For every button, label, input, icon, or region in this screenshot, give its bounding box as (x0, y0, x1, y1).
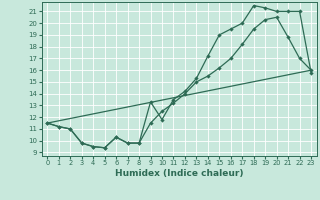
X-axis label: Humidex (Indice chaleur): Humidex (Indice chaleur) (115, 169, 244, 178)
